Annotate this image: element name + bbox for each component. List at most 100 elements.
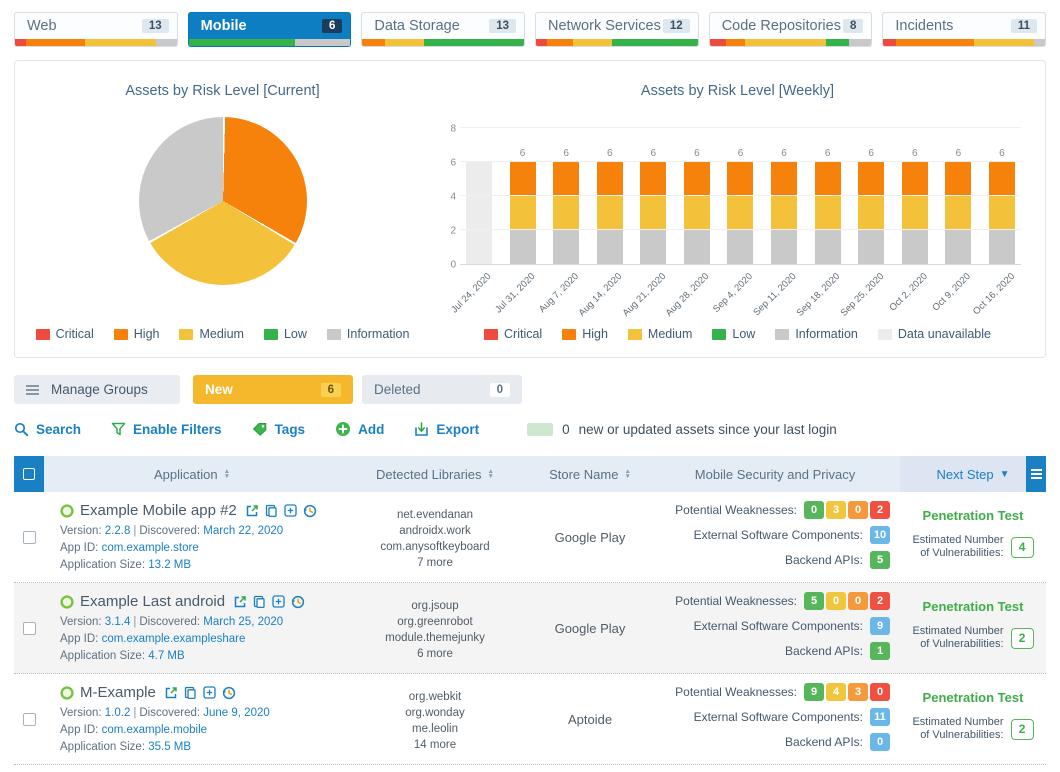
- weakness-badge: 5: [804, 592, 824, 610]
- search-icon: [14, 422, 29, 437]
- y-tick: 8: [450, 123, 456, 135]
- manage-groups-button[interactable]: Manage Groups: [14, 375, 180, 404]
- version-value: 3.1.4: [104, 616, 131, 628]
- row-checkbox[interactable]: [22, 530, 36, 544]
- hamburger-icon: [26, 384, 39, 395]
- discovered-date: June 9, 2020: [203, 707, 270, 719]
- x-label: Jul 24, 2020: [449, 271, 494, 316]
- tab-risk-bar: [536, 39, 698, 46]
- filter-button-new[interactable]: New 6: [193, 375, 353, 404]
- history-icon[interactable]: [303, 504, 317, 518]
- bar-value-label: 6: [868, 148, 874, 159]
- row-checkbox[interactable]: [22, 712, 36, 726]
- tab-risk-bar: [883, 39, 1046, 46]
- legend-item-information: Information: [775, 327, 858, 341]
- application-cell: Example Last android Version: 3.1.4 | Disc…: [44, 583, 340, 673]
- security-cell: Potential Weaknesses: 9 4 3 0 External Softw…: [650, 674, 900, 764]
- legend-swatch: [627, 328, 642, 340]
- more-libraries-link[interactable]: 7 more: [417, 557, 453, 569]
- next-step-cell: Penetration Test Estimated Number of Vuln…: [900, 674, 1046, 764]
- search-button[interactable]: Search: [14, 422, 81, 437]
- tab-network-services[interactable]: Network Services 12: [535, 12, 699, 47]
- risk-segment-medium: [973, 39, 1034, 46]
- weakness-badge: 4: [826, 683, 846, 701]
- risk-segment-critical: [536, 39, 548, 46]
- sort-icon[interactable]: [224, 469, 230, 480]
- history-icon[interactable]: [291, 595, 305, 609]
- bar-value-label: 6: [912, 148, 918, 159]
- x-label: Sep 11, 2020: [751, 271, 799, 319]
- add-to-group-icon[interactable]: [203, 686, 216, 699]
- bar-oct-9-2020: 6: [945, 148, 972, 264]
- export-button[interactable]: Export: [414, 422, 479, 437]
- column-header-application[interactable]: Application: [44, 456, 340, 492]
- tab-incidents[interactable]: Incidents 11: [882, 12, 1047, 47]
- tab-data-storage[interactable]: Data Storage 13: [361, 12, 526, 47]
- apis-badge: 5: [870, 551, 890, 569]
- sort-icon[interactable]: [624, 469, 630, 480]
- pie-chart-section: Assets by Risk Level [Current] Critical H…: [15, 61, 430, 357]
- estimated-vulnerabilities-badge: 2: [1010, 627, 1034, 649]
- legend-swatch: [35, 328, 50, 340]
- export-icon: [414, 421, 429, 437]
- tab-label: Data Storage: [374, 18, 460, 34]
- tab-web[interactable]: Web 13: [14, 12, 178, 47]
- segment-high: [509, 162, 536, 196]
- external-link-icon[interactable]: [233, 595, 247, 609]
- risk-segment-info: [295, 39, 351, 46]
- tab-mobile[interactable]: Mobile 6: [187, 12, 352, 47]
- bar-value-label: 6: [824, 148, 831, 159]
- bar-aug-7-2020: 6: [553, 148, 580, 264]
- table-row: M-Example Version: 1.0.2 | Discovered: Jun…: [14, 674, 1046, 765]
- x-label: Oct 16, 2020: [970, 271, 1017, 318]
- column-header-libraries[interactable]: Detected Libraries: [340, 456, 530, 492]
- risk-segment-low: [611, 39, 698, 46]
- copy-icon[interactable]: [253, 595, 266, 609]
- gridline: [460, 195, 1021, 196]
- penetration-test-link[interactable]: Penetration Test: [922, 599, 1024, 614]
- row-checkbox[interactable]: [22, 621, 36, 635]
- external-link-icon[interactable]: [164, 686, 178, 700]
- more-libraries-link[interactable]: 14 more: [413, 739, 457, 751]
- add-to-group-icon[interactable]: [284, 504, 297, 517]
- enable-filters-button[interactable]: Enable Filters: [111, 422, 222, 437]
- penetration-test-link[interactable]: Penetration Test: [922, 690, 1024, 705]
- column-header-next-step[interactable]: Next Step: [900, 456, 1046, 492]
- store-name-cell: Google Play: [554, 620, 626, 636]
- filter-count-badge: 0: [489, 382, 510, 397]
- tags-button[interactable]: Tags: [252, 422, 305, 437]
- filter-count-badge: 6: [320, 382, 341, 397]
- risk-segment-low: [188, 39, 296, 46]
- external-link-icon[interactable]: [245, 504, 259, 518]
- legend-item-data-unavailable: Data unavailable: [877, 327, 991, 341]
- copy-icon[interactable]: [265, 504, 278, 518]
- column-header-store[interactable]: Store Name: [530, 456, 650, 492]
- notice-text: new or updated assets since your last lo…: [578, 421, 837, 437]
- new-assets-notice: 0 new or updated assets since your last l…: [527, 422, 837, 437]
- select-all-checkbox[interactable]: [14, 456, 44, 492]
- table-menu-button[interactable]: [1026, 456, 1046, 492]
- app-id-link[interactable]: com.example.mobile: [101, 724, 208, 736]
- filter-button-deleted[interactable]: Deleted 0: [362, 375, 522, 404]
- history-icon[interactable]: [222, 686, 236, 700]
- add-button[interactable]: Add: [335, 421, 384, 437]
- app-id-link[interactable]: com.example.store: [101, 542, 199, 554]
- app-id-link[interactable]: com.example.exampleshare: [101, 633, 246, 645]
- more-libraries-link[interactable]: 6 more: [417, 648, 453, 660]
- penetration-test-link[interactable]: Penetration Test: [922, 508, 1024, 523]
- next-step-cell: Penetration Test Estimated Number of Vuln…: [900, 492, 1046, 582]
- copy-icon[interactable]: [184, 686, 197, 700]
- sort-icon[interactable]: [488, 469, 494, 480]
- components-badge: 10: [870, 526, 890, 544]
- tab-count-badge: 13: [489, 19, 517, 33]
- segment-medium: [988, 196, 1015, 230]
- tab-code-repositories[interactable]: Code Repositories 8: [708, 12, 873, 47]
- add-icon: [335, 421, 351, 437]
- add-to-group-icon[interactable]: [272, 595, 285, 608]
- pie-chart: [138, 117, 307, 285]
- x-label: Aug 14, 2020: [576, 271, 625, 319]
- segment-medium: [945, 196, 972, 230]
- next-step-cell: Penetration Test Estimated Number of Vuln…: [900, 583, 1046, 673]
- legend-swatch: [775, 328, 790, 340]
- tab-count-badge: 12: [662, 19, 690, 33]
